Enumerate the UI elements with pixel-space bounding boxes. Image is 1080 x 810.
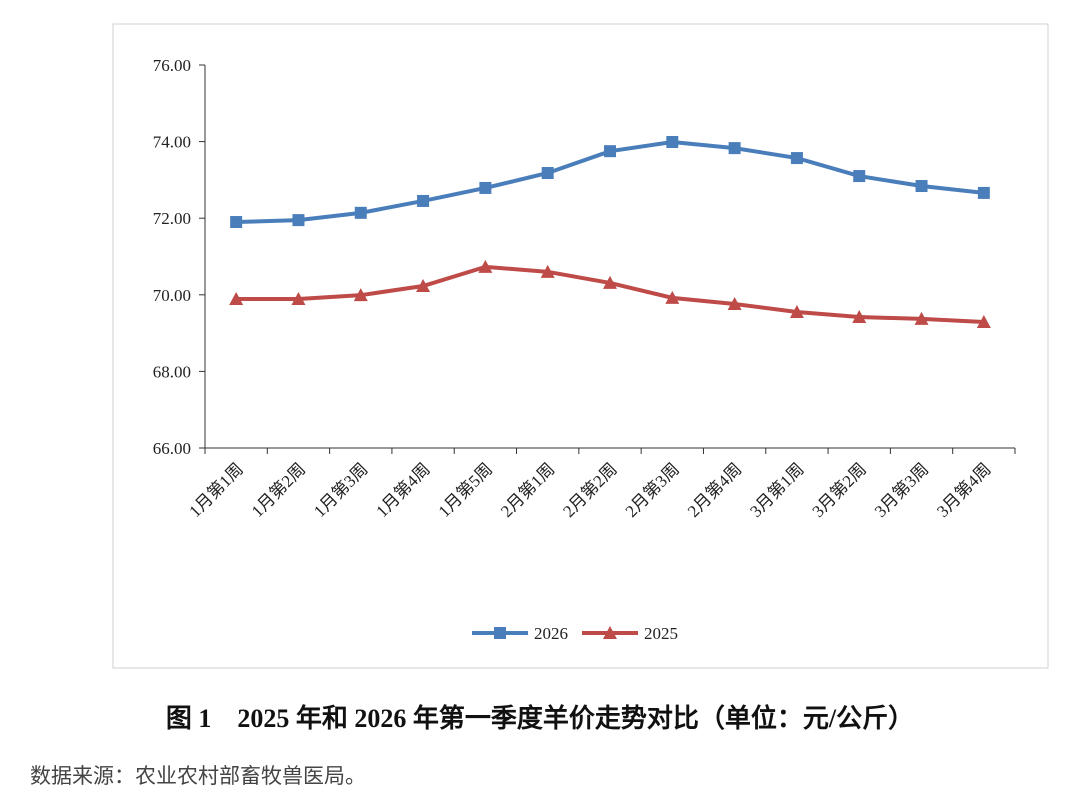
marker [790,152,803,165]
marker [603,275,617,289]
marker [478,259,493,273]
chart-border [112,23,1049,669]
x-tick-label: 1月第4周 [372,459,434,521]
y-tick-label: 74.00 [153,133,191,152]
marker [292,214,305,227]
y-tick-label: 70.00 [153,286,191,305]
marker [727,296,742,310]
x-tick-label: 3月第1周 [746,459,808,521]
y-tick-label: 68.00 [153,362,191,381]
y-tick-label: 72.00 [153,209,191,228]
marker [728,142,741,155]
legend-marker [494,627,506,639]
marker [789,305,804,319]
source: 数据来源：农业农村部畜牧兽医局。 [30,764,366,788]
marker [229,292,244,306]
x-tick-label: 3月第3周 [871,459,933,521]
legend-marker [603,626,617,639]
marker [977,186,990,199]
marker [416,278,431,292]
marker [230,216,243,229]
chart: 66.00 68.00 70.00 72.00 74.00 76.00 1月第1周 1月第2周… [112,23,1049,669]
marker [665,290,680,304]
x-tick-label: 1月第3周 [310,459,372,521]
x-tick-label: 2月第3周 [622,459,684,521]
marker [852,310,867,324]
marker [540,264,555,278]
marker [976,314,991,328]
marker [666,135,679,148]
marker [417,194,430,207]
y-tick-label: 76.00 [153,56,191,75]
x-tick-label: 2月第1周 [497,459,559,521]
x-tick-label: 1月第5周 [435,459,497,521]
marker [541,167,554,180]
series-line [236,264,984,324]
marker [291,292,306,306]
marker [853,170,866,183]
legend-label: 2026 [534,624,568,643]
caption: 图 1 2025 年和 2026 年第一季度羊价走势对比（单位：元/公斤） [165,704,915,733]
marker [353,288,368,302]
x-tick-label: 1月第2周 [248,459,310,521]
x-tick-label: 3月第2周 [809,459,871,521]
x-tick-label: 2月第2周 [559,459,621,521]
x-tick-label: 2月第4周 [684,459,746,521]
marker [915,180,928,193]
marker [354,206,367,219]
x-tick-label: 3月第4周 [933,459,995,521]
marker [604,145,616,158]
marker [914,311,929,325]
y-tick-label: 66.00 [153,439,191,458]
legend-label: 2025 [644,624,678,643]
x-tick-label: 1月第1周 [185,459,247,521]
marker [479,181,492,194]
